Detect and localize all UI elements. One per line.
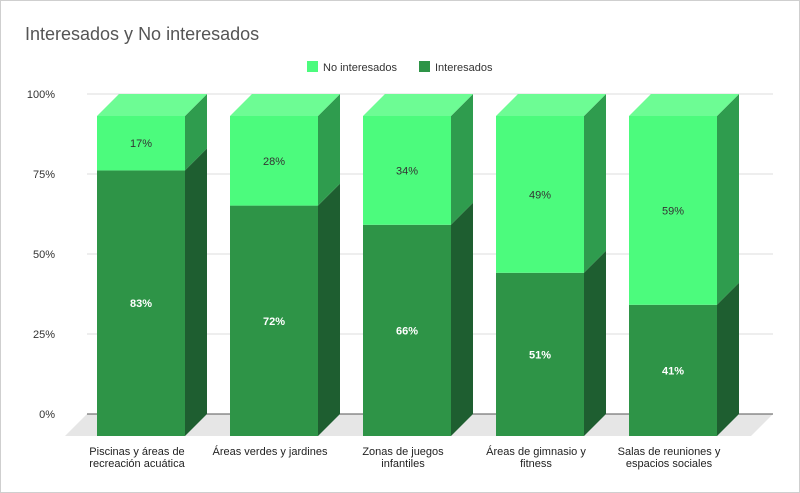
bar-side xyxy=(318,94,340,206)
bar-group xyxy=(230,94,340,436)
bar-group xyxy=(629,94,739,436)
bar-interesados[interactable] xyxy=(97,170,185,436)
category-label: Áreas verdes y jardines xyxy=(213,445,328,458)
category-label: Áreas de gimnasio y fitness xyxy=(486,445,586,470)
y-tick-label: 0% xyxy=(39,409,55,421)
bar-top xyxy=(230,94,340,116)
bar-side xyxy=(185,94,207,171)
data-label: 17% xyxy=(130,138,152,150)
category-label-line: recreación acuática xyxy=(89,458,185,470)
data-label: 49% xyxy=(529,189,551,201)
data-label: 59% xyxy=(662,205,684,217)
category-label-line: Salas de reuniones y xyxy=(618,446,721,458)
bar-no-interesados[interactable] xyxy=(230,116,318,206)
data-label: 28% xyxy=(263,156,285,168)
bar-interesados[interactable] xyxy=(363,224,451,436)
category-label: Salas de reuniones y espacios sociales xyxy=(618,446,721,470)
bar-top xyxy=(496,94,606,116)
y-axis-ticks: 0% 25% 50% 75% 100% xyxy=(27,89,55,421)
bar-no-interesados[interactable] xyxy=(496,116,584,273)
category-label-line: Zonas de juegos xyxy=(362,446,444,458)
y-tick-label: 100% xyxy=(27,89,55,101)
legend-swatch xyxy=(307,61,318,72)
category-label-line: fitness xyxy=(520,458,552,470)
data-label: 66% xyxy=(396,325,418,337)
bar-group xyxy=(97,94,207,436)
legend-label: Interesados xyxy=(435,62,493,74)
bar-side xyxy=(717,282,739,436)
bar-group xyxy=(496,94,606,436)
data-label: 72% xyxy=(263,316,285,328)
bar-top xyxy=(363,94,473,116)
data-label: 83% xyxy=(130,298,152,310)
y-tick-label: 75% xyxy=(33,169,55,181)
bar-interesados[interactable] xyxy=(496,272,584,436)
x-axis-categories: Piscinas y áreas de recreación acuática Ár… xyxy=(89,445,721,470)
bars xyxy=(97,94,739,436)
bar-top xyxy=(629,94,739,116)
legend-label: No interesados xyxy=(323,62,397,74)
bar-no-interesados[interactable] xyxy=(363,116,451,225)
bar-interesados[interactable] xyxy=(230,205,318,436)
bar-side xyxy=(717,94,739,305)
legend: No interesados Interesados xyxy=(307,61,493,74)
bar-no-interesados[interactable] xyxy=(97,116,185,171)
bar-side xyxy=(584,250,606,436)
data-label: 34% xyxy=(396,165,418,177)
y-tick-label: 25% xyxy=(33,329,55,341)
bar-group xyxy=(363,94,473,436)
category-label: Zonas de juegos infantiles xyxy=(362,446,444,470)
bar-side xyxy=(451,94,473,225)
bar-side xyxy=(185,148,207,436)
y-tick-label: 50% xyxy=(33,249,55,261)
data-label: 51% xyxy=(529,349,551,361)
category-label-line: Áreas de gimnasio y xyxy=(486,445,586,458)
data-labels: 83% 17% 72% 28% 66% 34% 51% 49% 41% 59% xyxy=(130,138,684,377)
legend-swatch xyxy=(419,61,430,72)
category-label-line: Piscinas y áreas de xyxy=(89,446,184,458)
data-label: 41% xyxy=(662,365,684,377)
category-label-line: Áreas verdes y jardines xyxy=(213,445,328,458)
category-label-line: infantiles xyxy=(381,458,425,470)
bar-side xyxy=(451,202,473,436)
bar-no-interesados[interactable] xyxy=(629,116,717,305)
category-label-line: espacios sociales xyxy=(626,458,713,470)
bar-side xyxy=(318,183,340,436)
category-label: Piscinas y áreas de recreación acuática xyxy=(89,446,185,470)
bar-side xyxy=(584,94,606,273)
bar-interesados[interactable] xyxy=(629,304,717,436)
chart-title: Interesados y No interesados xyxy=(25,24,259,44)
bar-top xyxy=(97,94,207,116)
